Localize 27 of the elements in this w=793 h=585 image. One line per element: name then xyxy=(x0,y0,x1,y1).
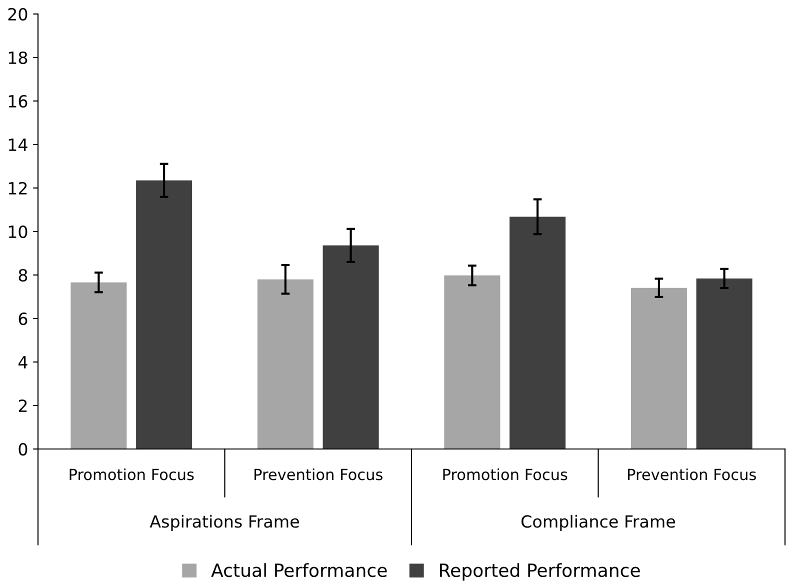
y-tick-label: 6 xyxy=(18,312,28,326)
y-tick-label: 8 xyxy=(18,268,28,282)
bar xyxy=(257,279,314,449)
bar xyxy=(70,282,127,449)
text: Compliance Frame xyxy=(522,514,676,532)
bar xyxy=(136,180,192,449)
y-tick-label: 12 xyxy=(8,182,27,194)
y-tick-label: 2 xyxy=(18,399,27,412)
x-tick-label: Prevention Focus xyxy=(628,468,756,480)
y-tick-label: 16 xyxy=(8,94,28,108)
y-tick-label: 18 xyxy=(8,51,28,64)
legend-label: Actual Performance xyxy=(211,563,387,578)
bar xyxy=(630,288,687,449)
bar xyxy=(510,216,566,449)
y-tick-label: 0 xyxy=(18,442,28,456)
bar xyxy=(322,245,379,449)
bar xyxy=(444,275,500,449)
legend-label: Reported Performance xyxy=(440,563,640,581)
text: Aspirations Frame xyxy=(150,514,299,532)
x-tick-label: Promotion Focus xyxy=(70,468,194,480)
y-tick-label: 14 xyxy=(8,138,28,151)
y-tick-label: 4 xyxy=(18,356,28,368)
x-tick-label: Prevention Focus xyxy=(254,468,382,480)
bar xyxy=(696,278,752,449)
y-tick-label: 10 xyxy=(8,225,28,238)
x-tick-label: Promotion Focus xyxy=(443,468,568,480)
y-tick-label: 20 xyxy=(8,8,28,21)
